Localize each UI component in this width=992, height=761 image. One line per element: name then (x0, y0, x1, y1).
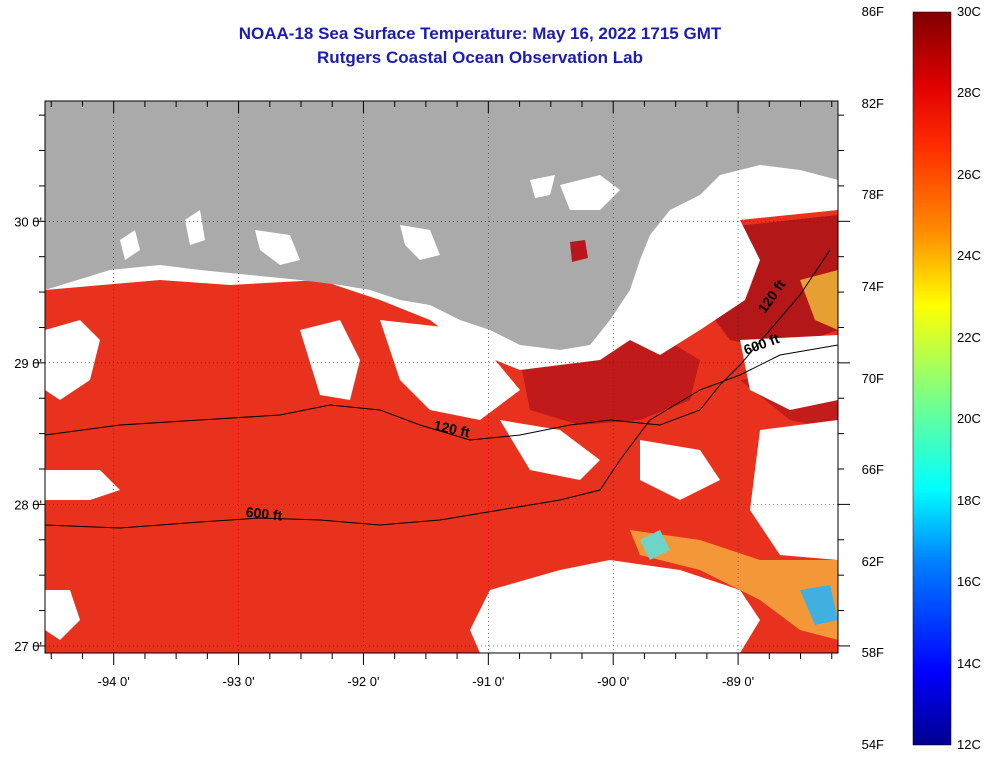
contour-label: 120 ft (432, 417, 471, 440)
colorbar-f-label: 62F (861, 553, 884, 569)
contour-120ft (45, 249, 831, 441)
colorbar-f-label: 70F (861, 370, 884, 386)
colorbar-c-label: 24C (957, 248, 981, 264)
map-subtitle: Rutgers Coastal Ocean Observation Lab (317, 48, 643, 67)
x-tick-label: -90 0' (597, 674, 629, 689)
cloud-mask (300, 320, 360, 400)
y-tick-label: 30 0' (14, 214, 42, 229)
cloud-mask (740, 335, 838, 410)
colorbar-c-label: 22C (957, 329, 981, 345)
bay-area (400, 225, 440, 260)
cool-water-patch (630, 530, 838, 640)
colorbar (912, 11, 952, 746)
cool-water-patch (800, 585, 838, 625)
colorbar-f-label: 78F (861, 187, 884, 203)
lake-pontchartrain (560, 175, 620, 210)
y-tick-label: 28 0' (14, 497, 42, 512)
colorbar-c-label: 18C (957, 492, 981, 508)
lake-calcasieu (185, 210, 205, 245)
contour-label: 600 ft (245, 504, 283, 524)
x-tick-label: -93 0' (223, 674, 255, 689)
colorbar-c-label: 30C (957, 4, 981, 19)
contour-600ft (45, 344, 838, 529)
y-tick-label: 27 0' (14, 639, 42, 654)
colorbar-c-label: 14C (957, 655, 981, 671)
cloud-mask (45, 590, 80, 640)
cloud-mask (500, 420, 600, 480)
cool-water-patch (640, 530, 670, 560)
bay-area (255, 230, 300, 265)
x-tick-label: -92 0' (347, 674, 379, 689)
cloud-mask (640, 440, 720, 500)
x-tick-label: -89 0' (722, 674, 754, 689)
cloud-mask (470, 560, 760, 653)
x-tick-label: -91 0' (472, 674, 504, 689)
colorbar-c-label: 28C (957, 85, 981, 101)
colorbar-f-label: 82F (861, 95, 884, 111)
colorbar-f-label: 66F (861, 462, 884, 478)
y-tick-label: 29 0' (14, 356, 42, 371)
cloud-mask (380, 320, 520, 420)
lake-white (120, 230, 140, 260)
colorbar-c-label: 16C (957, 574, 981, 590)
colorbar-f-label: 58F (861, 645, 884, 661)
colorbar-f-label: 86F (861, 4, 884, 19)
cool-water-patch (800, 270, 838, 330)
cloud-mask (750, 420, 838, 560)
x-tick-label: -94 0' (98, 674, 130, 689)
map-frame (44, 100, 839, 654)
colorbar-f-label: 54F (861, 737, 884, 752)
map-title: NOAA-18 Sea Surface Temperature: May 16,… (238, 24, 722, 43)
land-louisiana (45, 101, 838, 350)
colorbar-c-label: 26C (957, 166, 981, 182)
colorbar-f-label: 74F (861, 278, 884, 294)
lake-warm-patch (570, 240, 588, 262)
colorbar-c-label: 12C (957, 737, 981, 752)
cloud-mask (45, 470, 120, 500)
cloud-mask (45, 320, 100, 400)
bay-area (530, 175, 555, 198)
colorbar-c-label: 20C (957, 411, 981, 427)
